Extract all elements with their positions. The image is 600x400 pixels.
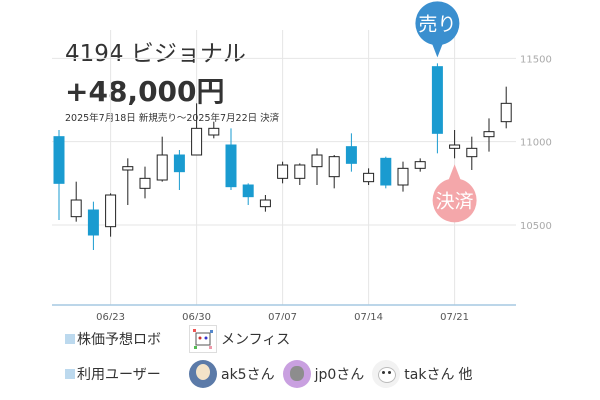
y-tick-label: 10500 <box>520 221 552 232</box>
candle-body <box>294 164 306 179</box>
users-legend: 利用ユーザー <box>65 364 183 384</box>
candle-body <box>105 194 117 228</box>
grid <box>52 30 516 305</box>
x-tick-label: 07/07 <box>268 312 297 320</box>
user-name: ak5さん <box>221 367 275 383</box>
profit-amount: +48,000円 <box>65 75 225 108</box>
y-tick-label: 11500 <box>520 54 552 65</box>
settle-marker-label: 決済 <box>436 190 474 212</box>
sell-marker <box>415 1 460 46</box>
sell-marker-label: 売り <box>418 13 456 35</box>
candle-body <box>363 172 375 183</box>
candle-body <box>156 154 168 181</box>
candle-body <box>208 127 220 136</box>
candle-body <box>328 156 340 178</box>
x-tick-label: 06/23 <box>96 312 125 320</box>
candle-body <box>277 164 289 179</box>
candle-body <box>173 154 185 173</box>
legend-square-icon <box>65 369 75 379</box>
axes: 06/23 06/30 07/07 07/14 07/21 11500 11000 10500 <box>52 54 552 320</box>
candle-body <box>191 127 203 156</box>
candle-body <box>500 102 512 123</box>
user-entry-2[interactable]: jp0さん <box>282 360 365 388</box>
candle-body <box>225 144 237 188</box>
settle-marker <box>432 178 477 223</box>
candle-body <box>345 146 357 164</box>
trade-period: 2025年7月18日 新規売り～2025年7月22日 決済 <box>65 113 280 124</box>
candle-body <box>397 167 409 186</box>
robot-label: 株価予想ロボ <box>77 332 161 348</box>
x-tick-label: 07/21 <box>440 312 469 320</box>
user-name: jp0さん <box>314 367 365 383</box>
candle-body <box>414 161 426 169</box>
user-entry-3[interactable]: takさん <box>372 360 454 388</box>
users-row: 利用ユーザー ak5さん jp0さん takさん 他 <box>65 360 472 388</box>
candle-body <box>466 147 478 158</box>
candle-body <box>87 209 99 236</box>
y-tick-label: 11000 <box>520 138 552 149</box>
settle-marker-pointer <box>447 164 462 183</box>
candle-body <box>53 136 65 184</box>
candle-body <box>259 199 271 208</box>
x-tick-label: 06/30 <box>182 312 211 320</box>
candle-body <box>380 157 392 186</box>
robot-name: メンフィス <box>221 332 291 348</box>
candle-body <box>122 166 134 171</box>
x-tick-label: 07/14 <box>354 312 383 320</box>
user-avatar-icon <box>282 360 311 388</box>
user-avatar-icon <box>189 360 217 388</box>
candle-body <box>70 199 82 218</box>
robot-row: 株価予想ロボ メンフィス <box>65 325 298 353</box>
user-avatar-icon <box>372 360 401 388</box>
candle-body <box>139 177 151 189</box>
legend-square-icon <box>65 334 75 344</box>
candle-body <box>483 131 495 138</box>
user-name: takさん <box>404 367 455 383</box>
robot-entry[interactable]: メンフィス <box>189 325 290 353</box>
users-label: 利用ユーザー <box>77 367 161 383</box>
robot-legend: 株価予想ロボ <box>65 329 183 349</box>
stock-title: 4194 ビジョナル <box>65 41 246 67</box>
robot-avatar-icon <box>189 325 217 353</box>
candle-body <box>311 154 323 168</box>
more-users-link[interactable]: 他 <box>458 367 473 383</box>
candle-body <box>449 144 461 149</box>
user-entry-1[interactable]: ak5さん <box>189 360 275 388</box>
candle-body <box>431 66 443 134</box>
candle-body <box>242 184 254 198</box>
candles <box>53 63 512 250</box>
candlestick-chart: 06/23 06/30 07/07 07/14 07/21 11500 11000 10500… <box>52 1 552 320</box>
